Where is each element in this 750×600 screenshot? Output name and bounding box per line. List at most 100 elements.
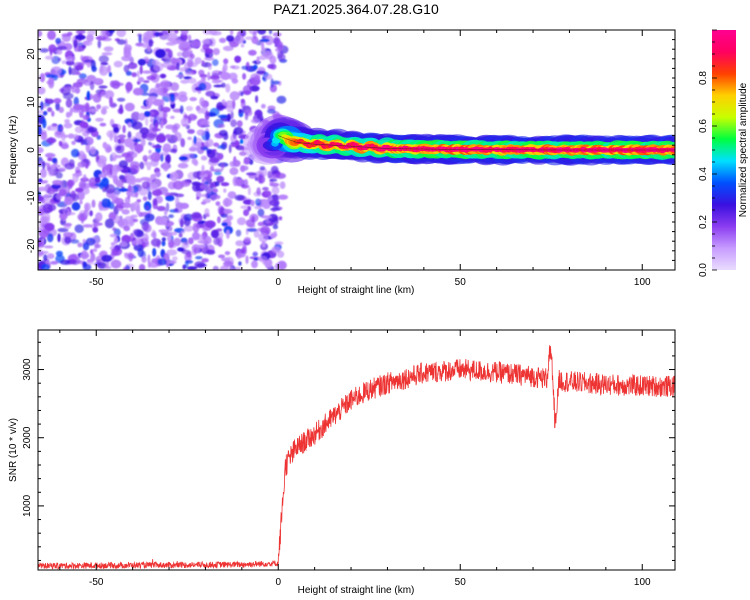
noise-blob [145,30,154,40]
noise-blob [77,150,86,161]
noise-blob [67,31,73,37]
noise-blob [86,259,94,265]
noise-blob [217,216,221,224]
noise-blob [165,48,171,52]
noise-blob [272,80,280,85]
noise-blob [72,104,84,111]
noise-blob [211,70,222,76]
noise-blob [40,168,47,179]
snr-ticks: -50 0 50 100 1000 2000 3000 [22,330,675,588]
noise-blob [218,129,228,137]
noise-blob [261,240,266,248]
noise-blob [253,251,258,256]
noise-blob [258,255,268,263]
noise-blob [169,171,179,182]
noise-blob [219,37,227,44]
noise-blob [204,110,210,121]
noise-blob [199,97,205,107]
noise-blob [154,171,162,177]
noise-blob [165,258,170,268]
noise-blob [243,236,251,243]
noise-blob [113,126,120,133]
noise-blob [190,143,201,151]
noise-blob [132,218,139,223]
noise-blob [112,227,117,231]
noise-blob [38,186,48,192]
noise-blob [223,208,233,214]
noise-blob [240,91,244,97]
noise-blob [199,74,208,78]
noise-blob [40,101,44,111]
ridge-center-line [278,135,675,151]
noise-blob [57,233,61,243]
noise-blob [44,98,49,104]
noise-blob [257,30,267,35]
noise-blob [118,160,129,169]
noise-blob [185,105,193,112]
noise-blob [264,73,273,80]
noise-blob [142,43,149,48]
noise-blob [257,221,266,227]
noise-blob [139,161,145,170]
noise-blob [99,181,104,190]
noise-blob [190,40,201,48]
noise-blob [169,93,176,103]
noise-blob [141,221,150,232]
noise-blob [277,260,287,270]
noise-blob [43,254,48,262]
noise-blob [100,62,109,66]
noise-blob [73,133,79,140]
noise-blob [80,128,88,132]
noise-blob [38,30,43,37]
snr-xtick-label: 0 [275,577,281,588]
noise-blob [131,121,143,130]
noise-blob [97,39,102,49]
noise-blob [89,210,93,217]
noise-blob [50,260,59,265]
noise-blob [180,230,186,234]
noise-blob [148,96,157,101]
noise-blob [82,261,87,268]
noise-blob [220,143,227,150]
noise-blob [82,40,90,45]
noise-blob [174,30,179,34]
noise-blob [167,225,173,232]
noise-blob [238,108,242,114]
noise-blob [248,159,254,165]
noise-blob [186,251,192,258]
noise-blob [46,137,57,144]
snr-ytick-label: 3000 [22,358,33,381]
noise-blob [254,75,260,81]
noise-blob [96,134,101,140]
noise-blob [193,135,197,145]
noise-blob [90,249,94,255]
noise-blob [39,73,46,83]
snr-ytick-label: 2000 [22,426,33,449]
noise-blob [198,82,207,91]
noise-blob [229,30,234,36]
noise-blob [272,216,279,226]
noise-blob [206,148,212,154]
noise-blob [151,126,159,132]
spectrogram-ytick-label: 10 [26,96,37,108]
noise-blob [196,129,206,136]
noise-blob [151,189,163,197]
noise-blob [98,85,108,89]
noise-blob [121,209,130,215]
noise-blob [57,227,69,233]
noise-blob [75,30,86,35]
noise-blob [217,153,224,160]
snr-frame [37,329,676,571]
noise-blob [98,252,106,256]
noise-blob [277,194,289,200]
noise-blob [116,30,127,38]
noise-blob [178,156,189,161]
noise-blob [115,179,124,188]
noise-blob [92,77,101,83]
noise-blob [116,39,127,45]
noise-blob [162,143,172,153]
noise-blob [220,182,230,187]
noise-blob [168,214,174,219]
noise-blob [243,90,252,95]
noise-blob [152,198,158,206]
